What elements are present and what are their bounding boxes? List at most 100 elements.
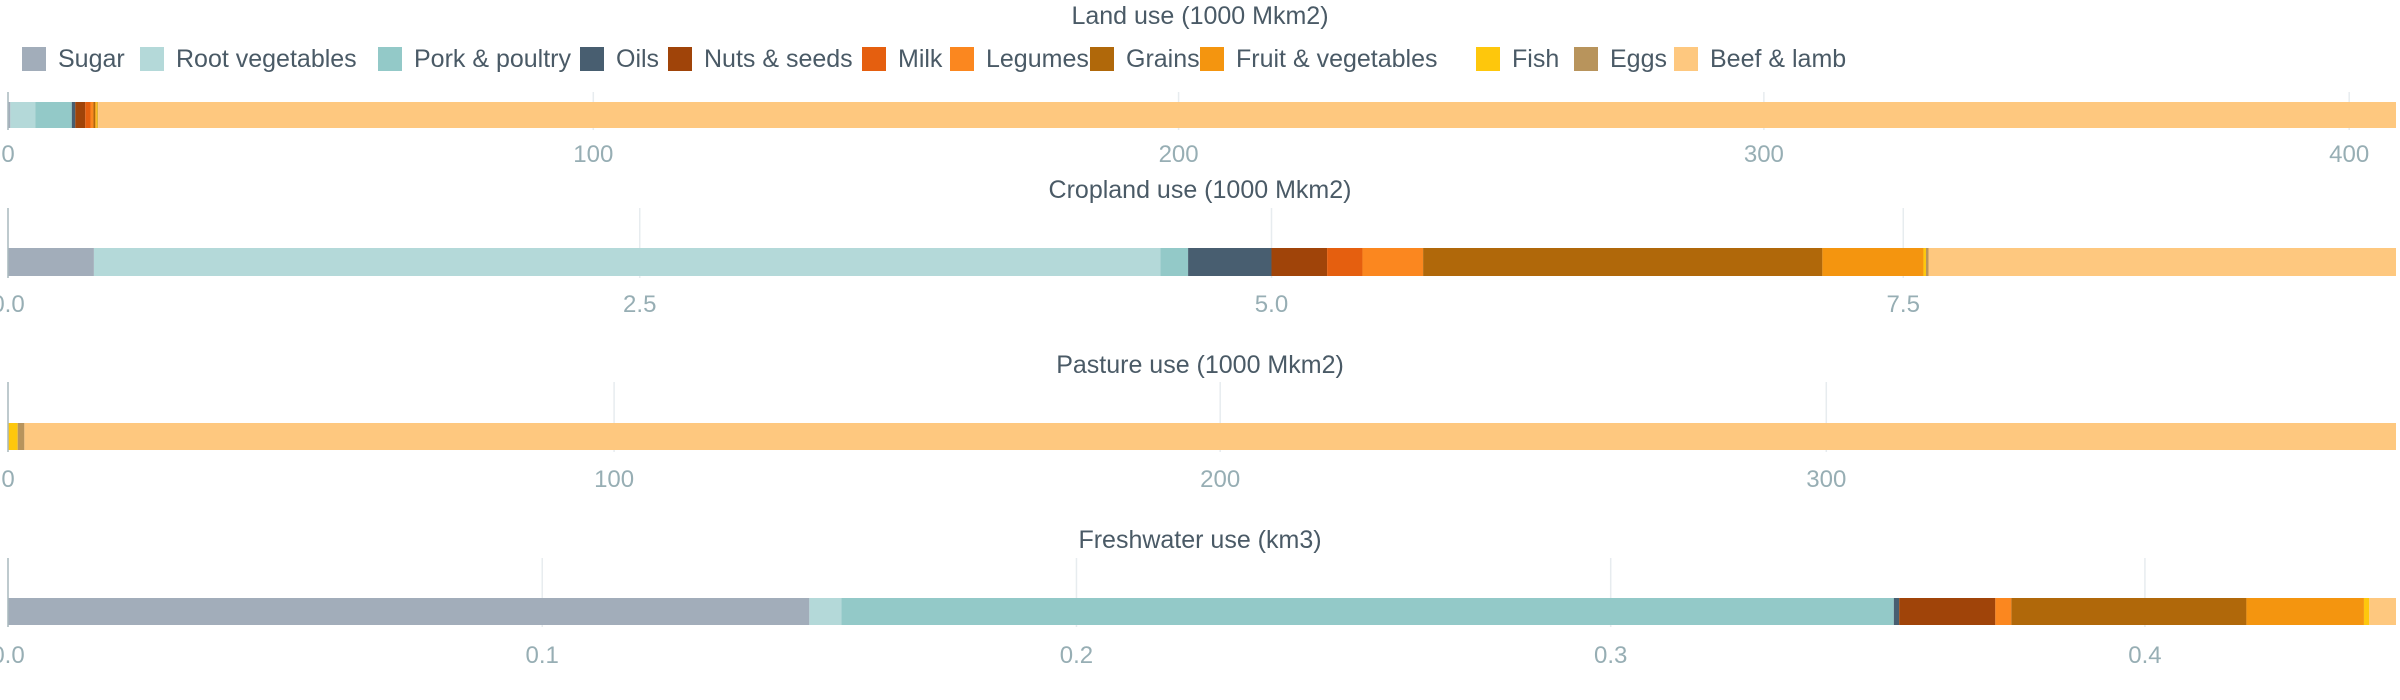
- legend-label: Pork & poultry: [414, 45, 572, 73]
- bar-segment[interactable]: [98, 102, 2397, 128]
- x-tick-label: 0.3: [1594, 642, 1627, 669]
- bar-segment[interactable]: [93, 102, 96, 128]
- bar-segment[interactable]: [2246, 598, 2364, 625]
- legend-label: Fish: [1512, 45, 1559, 73]
- bar-segment[interactable]: [1928, 248, 2396, 276]
- bar-segment[interactable]: [96, 102, 98, 128]
- x-tick-label: 200: [1159, 141, 1199, 168]
- legend-swatch: [862, 47, 886, 71]
- bar-segment[interactable]: [1423, 248, 1823, 276]
- x-tick-label: 200: [1200, 466, 1240, 493]
- legend-item[interactable]: Eggs: [1574, 45, 1667, 73]
- legend-item[interactable]: Beef & lamb: [1674, 45, 1846, 73]
- legend-item[interactable]: Grains: [1090, 45, 1200, 73]
- legend-label: Legumes: [986, 45, 1089, 73]
- bar-segment[interactable]: [1899, 598, 1996, 625]
- panel-title: Cropland use (1000 Mkm2): [1049, 176, 1352, 204]
- chart-panel: Land use (1000 Mkm2) 0 100 200 300 400: [1, 2, 2397, 168]
- legend-label: Beef & lamb: [1710, 45, 1846, 73]
- bar-segment[interactable]: [1188, 248, 1272, 276]
- legend-swatch: [1674, 47, 1698, 71]
- bar-segment[interactable]: [1362, 248, 1424, 276]
- bar-segment[interactable]: [90, 102, 94, 128]
- legend-swatch: [22, 47, 46, 71]
- bar-segment[interactable]: [1327, 248, 1363, 276]
- bar-segment[interactable]: [8, 248, 94, 276]
- bar-segment[interactable]: [75, 102, 86, 128]
- bar-segment[interactable]: [1893, 598, 1900, 625]
- legend-label: Root vegetables: [176, 45, 357, 73]
- legend-item[interactable]: Oils: [580, 45, 659, 73]
- x-tick-label: 0: [1, 141, 14, 168]
- panel-title: Pasture use (1000 Mkm2): [1056, 351, 1344, 379]
- bar-segment[interactable]: [2369, 598, 2396, 625]
- bar-segment[interactable]: [1822, 248, 1924, 276]
- x-tick-label: 0.4: [2128, 642, 2161, 669]
- x-tick-label: 400: [2329, 141, 2369, 168]
- bar-segment[interactable]: [95, 102, 97, 128]
- legend-item[interactable]: Root vegetables: [140, 45, 357, 73]
- legend-label: Fruit & vegetables: [1236, 45, 1438, 73]
- legend-swatch: [668, 47, 692, 71]
- legend-swatch: [580, 47, 604, 71]
- bar-segment[interactable]: [841, 598, 1894, 625]
- x-tick-label: 7.5: [1887, 291, 1920, 318]
- legend-swatch: [1090, 47, 1114, 71]
- bar-segment[interactable]: [809, 598, 842, 625]
- x-tick-label: 0.0: [0, 642, 25, 669]
- bar-segment[interactable]: [71, 102, 76, 128]
- legend-label: Nuts & seeds: [704, 45, 853, 73]
- bar-segment[interactable]: [8, 423, 18, 450]
- x-tick-label: 100: [573, 141, 613, 168]
- x-tick-label: 0: [1, 466, 14, 493]
- legend-item[interactable]: Legumes: [950, 45, 1089, 73]
- bar-segment[interactable]: [1925, 248, 1929, 276]
- bar-segment[interactable]: [1271, 248, 1328, 276]
- bar-segment[interactable]: [17, 423, 25, 450]
- x-tick-label: 300: [1806, 466, 1846, 493]
- legend-item[interactable]: Fish: [1476, 45, 1559, 73]
- legend-item[interactable]: Sugar: [22, 45, 125, 73]
- bar-segment[interactable]: [97, 102, 99, 128]
- x-tick-label: 0.0: [0, 291, 25, 318]
- x-tick-label: 100: [594, 466, 634, 493]
- bar-segment[interactable]: [2363, 598, 2370, 625]
- bar-segment[interactable]: [85, 102, 91, 128]
- chart-panel: Freshwater use (km3) 0.0 0.1 0.2 0.3 0.4: [0, 526, 2396, 669]
- x-tick-label: 0.1: [526, 642, 559, 669]
- legend-label: Grains: [1126, 45, 1200, 73]
- bar-segment[interactable]: [8, 102, 11, 128]
- legend-swatch: [1200, 47, 1224, 71]
- legend-item[interactable]: Milk: [862, 45, 943, 73]
- legend-swatch: [1574, 47, 1598, 71]
- legend-label: Eggs: [1610, 45, 1667, 73]
- legend-swatch: [1476, 47, 1500, 71]
- panel-title: Land use (1000 Mkm2): [1071, 2, 1328, 30]
- chart-panel: Pasture use (1000 Mkm2) 0 100 200 300: [1, 351, 2396, 493]
- bar-segment[interactable]: [1995, 598, 2012, 625]
- bar-segment[interactable]: [35, 102, 72, 128]
- bar-segment[interactable]: [1160, 248, 1189, 276]
- bar-segment[interactable]: [93, 248, 1161, 276]
- bar-segment[interactable]: [8, 598, 810, 625]
- legend-item[interactable]: Nuts & seeds: [668, 45, 853, 73]
- x-tick-label: 0.2: [1060, 642, 1093, 669]
- chart-panels: Land use (1000 Mkm2) 0 100 200 300 400 Croplan…: [0, 2, 2397, 669]
- bar-segment[interactable]: [24, 423, 2396, 450]
- bar-segment[interactable]: [1923, 248, 1926, 276]
- legend-swatch: [378, 47, 402, 71]
- legend: Sugar Root vegetables Pork & poultry Oils Nu…: [22, 45, 1846, 73]
- chart-panel: Cropland use (1000 Mkm2) 0.0 2.5 5.0 7.5: [0, 176, 2396, 318]
- legend-swatch: [950, 47, 974, 71]
- legend-label: Oils: [616, 45, 659, 73]
- bar-segment[interactable]: [10, 102, 36, 128]
- legend-item[interactable]: Fruit & vegetables: [1200, 45, 1438, 73]
- legend-label: Milk: [898, 45, 943, 73]
- panel-title: Freshwater use (km3): [1078, 526, 1321, 554]
- legend-item[interactable]: Pork & poultry: [378, 45, 572, 73]
- bar-segment[interactable]: [2011, 598, 2247, 625]
- legend-label: Sugar: [58, 45, 125, 73]
- x-tick-label: 2.5: [623, 291, 656, 318]
- x-tick-label: 300: [1744, 141, 1784, 168]
